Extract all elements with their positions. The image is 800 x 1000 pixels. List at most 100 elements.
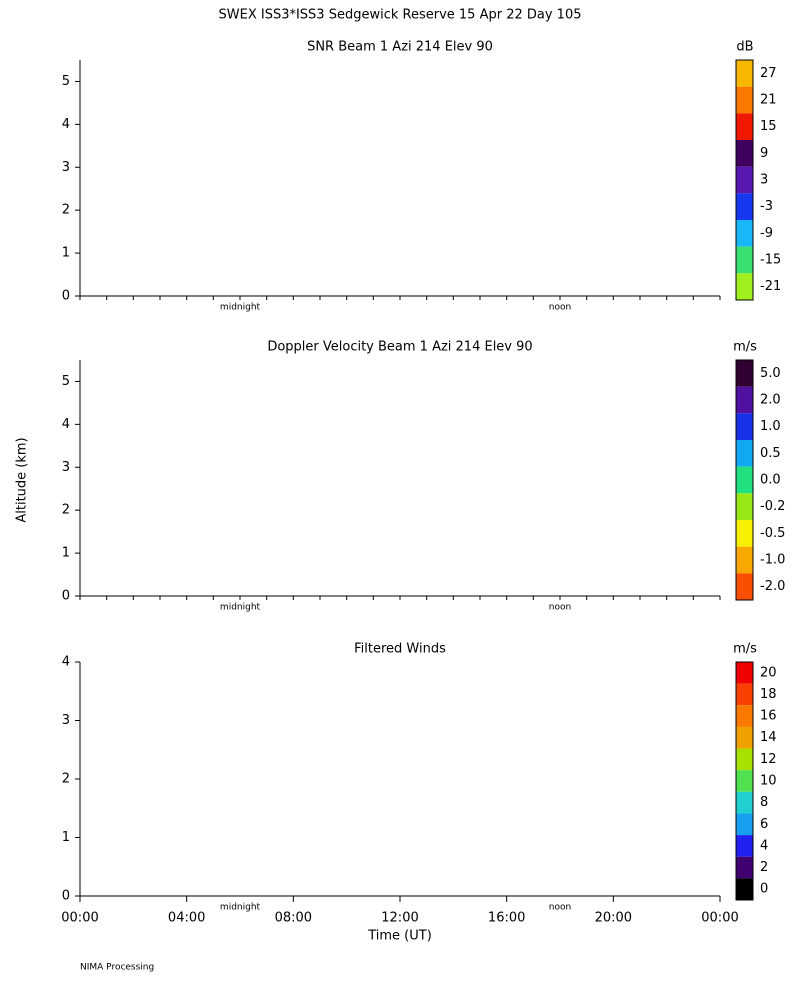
x-tick-label: 00:00 [701, 911, 738, 926]
annotation: midnight [220, 603, 261, 613]
colorbar-band [736, 726, 753, 749]
colorbar-label: -0.2 [760, 499, 785, 514]
x-axis-label: Time (UT) [367, 929, 432, 944]
y-tick-label: 2 [62, 503, 70, 518]
colorbar-band [736, 86, 753, 114]
y-tick-label: 3 [62, 460, 70, 475]
colorbar-label: -0.5 [760, 526, 785, 541]
x-tick-label: 12:00 [381, 911, 418, 926]
colorbar-label: 21 [760, 93, 777, 108]
x-tick-label: 16:00 [488, 911, 525, 926]
colorbar-label: 14 [760, 730, 777, 745]
colorbar-label: 18 [760, 687, 777, 702]
y-tick-label: 4 [62, 655, 70, 670]
y-tick-label: 1 [62, 246, 70, 261]
colorbar-label: -3 [760, 199, 773, 214]
footer: NIMA Processing [80, 963, 154, 973]
y-tick-label: 0 [62, 589, 70, 604]
colorbar-band [736, 856, 753, 879]
colorbar-label: 2.0 [760, 393, 781, 408]
colorbar-label: 5.0 [760, 366, 781, 381]
colorbar-label: 0 [760, 882, 768, 897]
colorbar-frame [735, 59, 754, 301]
colorbar-band [736, 520, 753, 547]
colorbar-label: -15 [760, 253, 781, 268]
y-tick-label: 2 [62, 772, 70, 787]
colorbar-label: 10 [760, 774, 777, 789]
colorbar-band [736, 413, 753, 440]
colorbar-band [736, 835, 753, 857]
colorbar-band [736, 140, 753, 167]
colorbar-band [736, 466, 753, 494]
x-tick-label: 08:00 [275, 911, 312, 926]
colorbar-label: 9 [760, 146, 768, 161]
colorbar-label: -2.0 [760, 579, 785, 594]
colorbar-band [736, 791, 753, 814]
colorbar-band [736, 493, 753, 520]
colorbar-band [736, 748, 753, 771]
x-tick-label: 04:00 [168, 911, 205, 926]
colorbar-label: 6 [760, 817, 768, 832]
colorbar-label: 15 [760, 119, 777, 134]
colorbar-band [736, 440, 753, 467]
colorbar-label: -21 [760, 279, 781, 294]
annotation: noon [549, 903, 571, 913]
y-tick-label: 5 [62, 374, 70, 389]
annotation: noon [549, 603, 571, 613]
colorbar-band [736, 386, 753, 414]
chart-title: Doppler Velocity Beam 1 Azi 214 Elev 90 [267, 340, 532, 355]
colorbar-band [736, 770, 753, 792]
y-tick-label: 1 [62, 546, 70, 561]
annotation: midnight [220, 903, 261, 913]
annotation: noon [549, 303, 571, 313]
colorbar-label: 2 [760, 860, 768, 875]
colorbar-band [736, 246, 753, 274]
colorbar-label: 16 [760, 709, 777, 724]
colorbar-frame [735, 359, 754, 601]
colorbar-unit: dB [736, 40, 753, 55]
colorbar-band [736, 878, 753, 900]
colorbar-label: 8 [760, 795, 768, 810]
colorbar-label: 1.0 [760, 419, 781, 434]
colorbar-band [736, 683, 753, 706]
y-tick-label: 0 [62, 289, 70, 304]
colorbar-band [736, 546, 753, 574]
x-tick-label: 20:00 [595, 911, 632, 926]
y-axis-label: Altitude (km) [15, 437, 30, 522]
colorbar-label: 4 [760, 838, 768, 853]
colorbar-band [736, 113, 753, 140]
colorbar-band [736, 60, 753, 87]
colorbar-band [736, 273, 753, 300]
colorbar-unit: m/s [733, 642, 757, 657]
y-tick-label: 5 [62, 74, 70, 89]
colorbar-band [736, 573, 753, 600]
colorbar-label: 12 [760, 752, 777, 767]
colorbar-label: -9 [760, 226, 773, 241]
colorbar-unit: m/s [733, 340, 757, 355]
chart-title: SNR Beam 1 Azi 214 Elev 90 [307, 40, 493, 55]
colorbar-label: 20 [760, 665, 777, 680]
colorbar-band [736, 166, 753, 194]
colorbar-label: 0.0 [760, 473, 781, 488]
x-tick-label: 00:00 [61, 911, 98, 926]
y-tick-label: 2 [62, 203, 70, 218]
colorbar-label: 3 [760, 173, 768, 188]
page-title: SWEX ISS3*ISS3 Sedgewick Reserve 15 Apr … [219, 8, 582, 23]
colorbar-band [736, 813, 753, 836]
y-tick-label: 4 [62, 117, 70, 132]
y-tick-label: 4 [62, 417, 70, 432]
colorbar-label: -1.0 [760, 553, 785, 568]
colorbar-band [736, 360, 753, 387]
colorbar-band [736, 662, 753, 684]
colorbar-band [736, 193, 753, 220]
colorbar-band [736, 220, 753, 247]
colorbar-band [736, 705, 753, 727]
y-tick-label: 3 [62, 713, 70, 728]
y-tick-label: 3 [62, 160, 70, 175]
colorbar-frame [735, 661, 754, 901]
chart-title: Filtered Winds [354, 642, 446, 657]
y-tick-label: 0 [62, 889, 70, 904]
colorbar-label: 0.5 [760, 446, 781, 461]
y-tick-label: 1 [62, 830, 70, 845]
